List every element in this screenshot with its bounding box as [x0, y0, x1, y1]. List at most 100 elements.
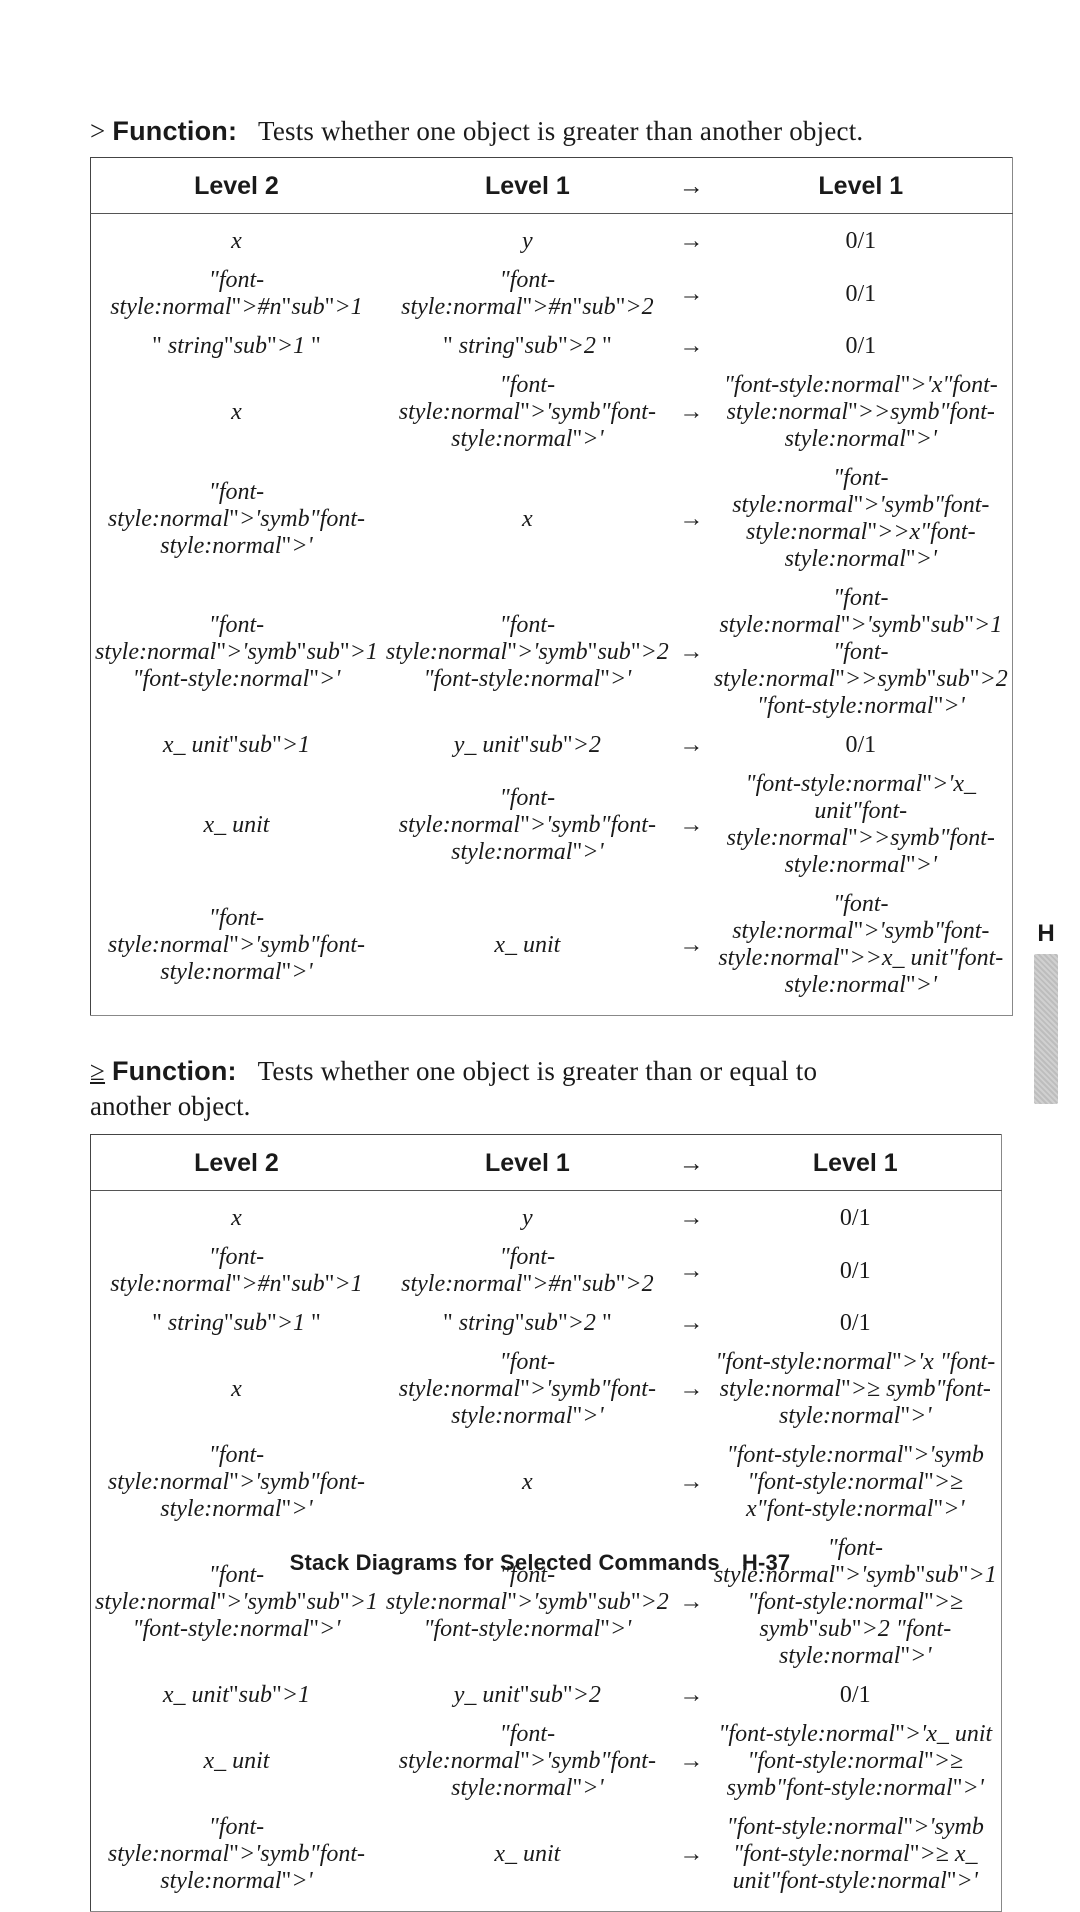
table-cell: x_ unit"sub">1 — [91, 726, 382, 765]
thumb-tab: H — [1034, 920, 1058, 1104]
col-header-arrow: → — [673, 1135, 710, 1191]
table-row: "font-style:normal">'symb"font-style:nor… — [91, 1808, 1002, 1912]
page-content: > Function: Tests whether one object is … — [0, 0, 1070, 1912]
col-header: Level 2 — [91, 1135, 382, 1191]
table-cell: "font-style:normal">#n"sub">2 — [382, 261, 673, 327]
thumb-tab-letter: H — [1034, 920, 1058, 948]
table-header-row: Level 2 Level 1 → Level 1 — [91, 1135, 1002, 1191]
table-row: "font-style:normal">'symb"font-style:nor… — [91, 1436, 1002, 1529]
table-cell: "font-style:normal">'x"font-style:normal… — [710, 366, 1012, 459]
table-cell: → — [673, 214, 710, 262]
table-cell: x_ unit — [91, 1715, 382, 1808]
table-row: " string"sub">1 "" string"sub">2 "→0/1 — [91, 327, 1013, 366]
table-cell: → — [673, 1808, 710, 1912]
table-cell: x — [91, 214, 382, 262]
table-header-row: Level 2 Level 1 → Level 1 — [91, 158, 1013, 214]
table-cell: → — [673, 579, 710, 726]
table-cell: → — [673, 327, 710, 366]
function-heading-ge: ≥ Function: Tests whether one object is … — [90, 1056, 990, 1087]
table-cell: → — [673, 1676, 710, 1715]
table-cell: → — [673, 261, 710, 327]
function-description-line2: another object. — [90, 1091, 990, 1122]
col-header: Level 1 — [710, 1135, 1001, 1191]
table-cell: "font-style:normal">#n"sub">1 — [91, 1238, 382, 1304]
table-cell: 0/1 — [710, 214, 1012, 262]
table-cell: 0/1 — [710, 1676, 1001, 1715]
table-cell: "font-style:normal">'x_ unit"font-style:… — [710, 765, 1012, 885]
table-cell: " string"sub">1 " — [91, 1304, 382, 1343]
function-heading-gt: > Function: Tests whether one object is … — [90, 116, 990, 147]
table-row: "font-style:normal">#n"sub">1"font-style… — [91, 1238, 1002, 1304]
table-cell: 0/1 — [710, 1238, 1001, 1304]
table-cell: x_ unit — [382, 885, 673, 1016]
table-row: x_ unit"font-style:normal">'symb"font-st… — [91, 765, 1013, 885]
table-cell: "font-style:normal">'symb"font-style:nor… — [382, 1343, 673, 1436]
table-cell: x_ unit — [382, 1808, 673, 1912]
col-header-arrow: → — [673, 158, 710, 214]
table-cell: "font-style:normal">'x_ unit "font-style… — [710, 1715, 1001, 1808]
table-cell: y — [382, 1191, 673, 1239]
col-header: Level 1 — [382, 158, 673, 214]
table-cell: "font-style:normal">'symb"font-style:nor… — [91, 1808, 382, 1912]
table-cell: x — [382, 459, 673, 579]
table-cell: x — [91, 1343, 382, 1436]
table-row: "font-style:normal">'symb"font-style:nor… — [91, 885, 1013, 1016]
table-cell: x — [382, 1436, 673, 1529]
stack-table-gt: Level 2 Level 1 → Level 1 xy→0/1"font-st… — [90, 157, 1013, 1016]
table-cell: → — [673, 765, 710, 885]
table-row: x_ unit"font-style:normal">'symb"font-st… — [91, 1715, 1002, 1808]
table-cell: "font-style:normal">'symb"font-style:nor… — [710, 885, 1012, 1016]
thumb-tab-strip — [1034, 954, 1058, 1104]
table-cell: "font-style:normal">'symb"font-style:nor… — [382, 366, 673, 459]
table-row: "font-style:normal">#n"sub">1"font-style… — [91, 261, 1013, 327]
table-row: "font-style:normal">'symb"font-style:nor… — [91, 459, 1013, 579]
table-cell: " string"sub">2 " — [382, 1304, 673, 1343]
table-row: " string"sub">1 "" string"sub">2 "→0/1 — [91, 1304, 1002, 1343]
function-description: Tests whether one object is greater than… — [258, 1056, 818, 1086]
table-cell: "font-style:normal">'symb"font-style:nor… — [91, 459, 382, 579]
page-footer: Stack Diagrams for Selected Commands H-3… — [0, 1550, 1080, 1576]
table-cell: "font-style:normal">'symb"font-style:nor… — [382, 765, 673, 885]
table-cell: "font-style:normal">#n"sub">2 — [382, 1238, 673, 1304]
function-label: Function: — [112, 116, 237, 146]
table-cell: → — [673, 1436, 710, 1529]
table-cell: x — [91, 366, 382, 459]
footer-page-number: H-37 — [742, 1550, 791, 1575]
table-cell: → — [673, 1343, 710, 1436]
table-cell: " string"sub">2 " — [382, 327, 673, 366]
table-cell: "font-style:normal">'symb"sub">1 "font-s… — [710, 579, 1012, 726]
function-symbol: > — [90, 116, 105, 146]
table-cell: "font-style:normal">'x "font-style:norma… — [710, 1343, 1001, 1436]
table-row: xy→0/1 — [91, 1191, 1002, 1239]
table-cell: → — [673, 726, 710, 765]
table-cell: → — [673, 1715, 710, 1808]
table-cell: 0/1 — [710, 327, 1012, 366]
table-cell: → — [673, 1304, 710, 1343]
table-cell: " string"sub">1 " — [91, 327, 382, 366]
table-cell: x — [91, 1191, 382, 1239]
function-description: Tests whether one object is greater than… — [258, 116, 863, 146]
table-cell: "font-style:normal">'symb"font-style:nor… — [91, 1436, 382, 1529]
table-cell: "font-style:normal">'symb"font-style:nor… — [91, 885, 382, 1016]
table-cell: → — [673, 366, 710, 459]
table-cell: 0/1 — [710, 1191, 1001, 1239]
table-cell: 0/1 — [710, 261, 1012, 327]
footer-title: Stack Diagrams for Selected Commands — [290, 1550, 720, 1575]
table-cell: "font-style:normal">'symb "font-style:no… — [710, 1436, 1001, 1529]
function-symbol: ≥ — [90, 1056, 105, 1086]
table-cell: "font-style:normal">'symb"font-style:nor… — [710, 459, 1012, 579]
table-cell: "font-style:normal">#n"sub">1 — [91, 261, 382, 327]
table-cell: → — [673, 1191, 710, 1239]
table-cell: → — [673, 1238, 710, 1304]
table-cell: "font-style:normal">'symb"sub">2 "font-s… — [382, 579, 673, 726]
table-cell: x_ unit — [91, 765, 382, 885]
table-cell: x_ unit"sub">1 — [91, 1676, 382, 1715]
table-cell: "font-style:normal">'symb"sub">1 "font-s… — [91, 579, 382, 726]
table-cell: → — [673, 885, 710, 1016]
function-label: Function: — [112, 1056, 237, 1086]
table-cell: y_ unit"sub">2 — [382, 726, 673, 765]
table-cell: "font-style:normal">'symb "font-style:no… — [710, 1808, 1001, 1912]
col-header: Level 1 — [382, 1135, 673, 1191]
table-cell: "font-style:normal">'symb"font-style:nor… — [382, 1715, 673, 1808]
table-cell: 0/1 — [710, 726, 1012, 765]
